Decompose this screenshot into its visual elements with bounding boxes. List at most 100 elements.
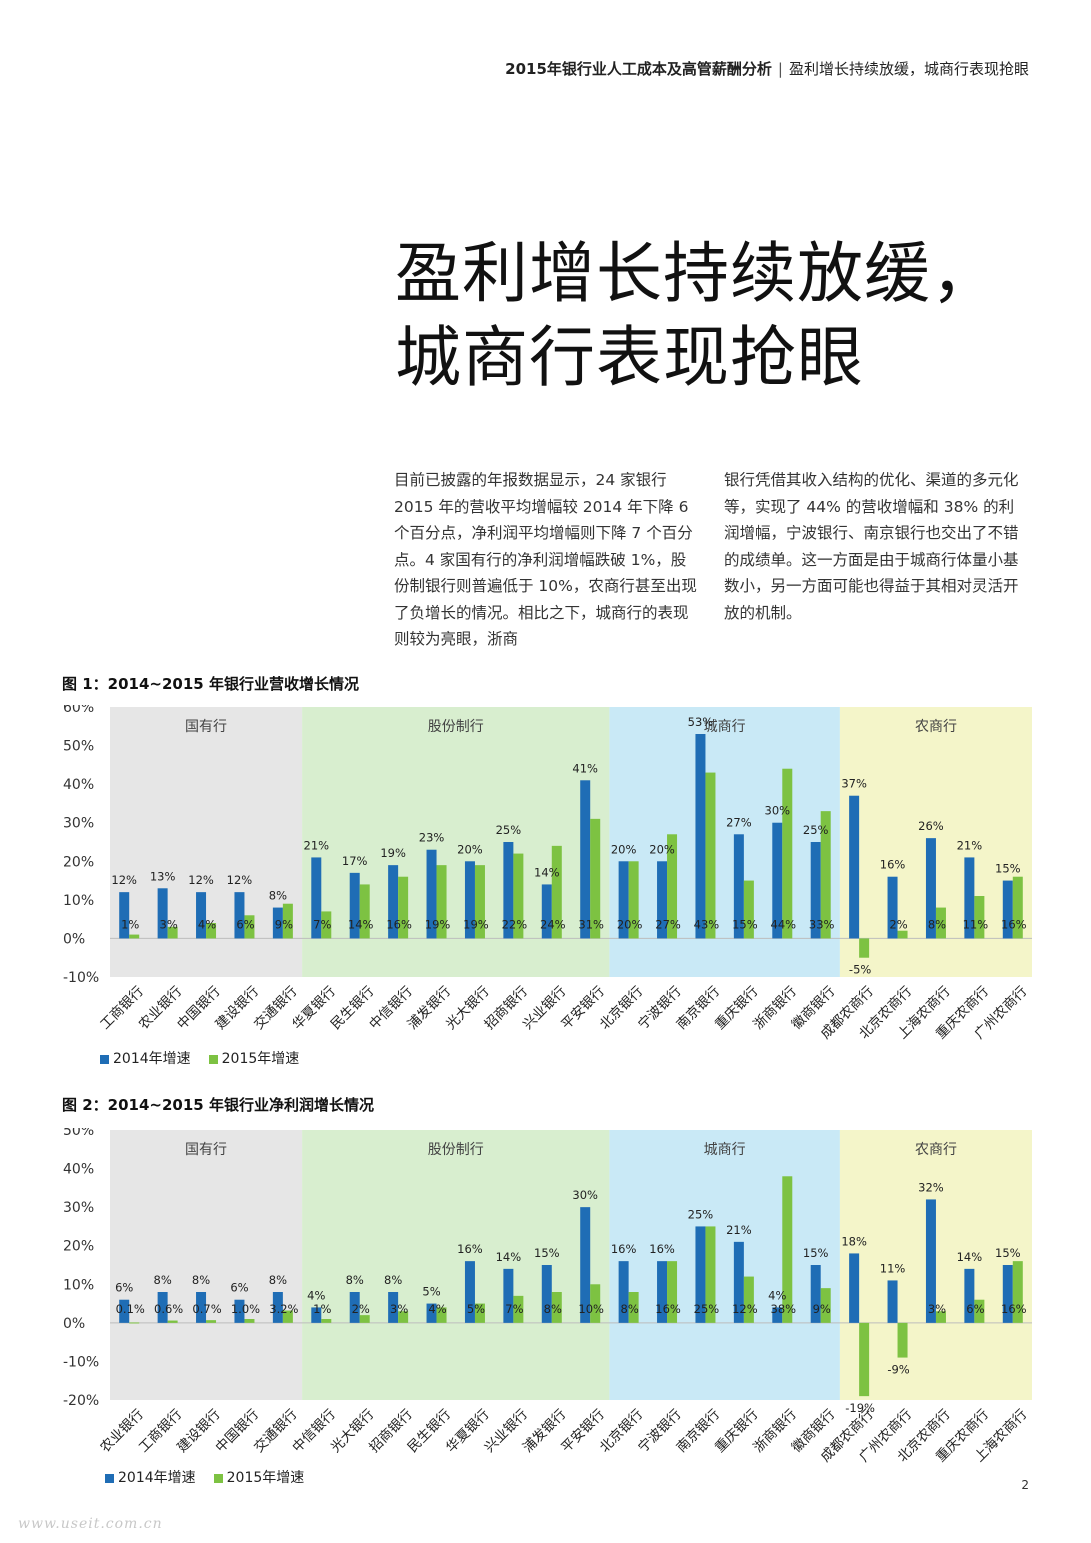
bar-2014 [695, 734, 706, 939]
bar-2014 [810, 842, 821, 939]
data-label-2015: 0.7% [192, 1302, 221, 1316]
bar-2015 [282, 903, 293, 939]
data-label-2014: 21% [726, 1223, 752, 1237]
data-label-2014: 8% [384, 1273, 402, 1287]
bar-2015 [705, 1226, 716, 1323]
title-line-2: 城商行表现抢眼 [395, 319, 864, 396]
data-label-2015: -9% [887, 1363, 909, 1377]
y-tick-label: 40% [63, 777, 94, 793]
section-title: 盈利增长持续放缓，城商行表现抢眼 [788, 60, 1029, 78]
bar-2014 [119, 892, 130, 939]
data-label-2015: 4% [198, 917, 216, 931]
data-label-2015: -5% [849, 963, 871, 977]
data-label-2014: 12% [227, 873, 253, 887]
data-label-2014: 16% [649, 1242, 675, 1256]
bar-2014 [964, 857, 975, 939]
bar-2014 [887, 1280, 898, 1323]
data-label-2014: 15% [534, 1246, 560, 1260]
data-label-2015: 5% [467, 1302, 485, 1316]
group-band [839, 1130, 1032, 1400]
bar-2014 [272, 1292, 283, 1323]
y-tick-label: 20% [63, 1239, 94, 1255]
legend-label-2015: 2015年增速 [221, 1051, 300, 1067]
bar-2014 [695, 1226, 706, 1323]
bar-2014 [580, 780, 591, 939]
bar-2015 [743, 1276, 754, 1323]
data-label-2014: 15% [803, 1246, 829, 1260]
data-label-2014: 25% [496, 823, 522, 837]
figure-2-title: 图 2：2014~2015 年银行业净利润增长情况 [62, 1096, 374, 1114]
legend-swatch-2015 [208, 1054, 218, 1064]
bar-2015 [1012, 876, 1023, 939]
bar-2014 [618, 861, 629, 939]
bar-2015 [321, 911, 332, 939]
bar-2014 [657, 1261, 668, 1323]
data-label-2015: 3% [928, 1302, 946, 1316]
bar-2014 [349, 872, 360, 939]
legend-swatch-2014 [105, 1473, 114, 1483]
data-label-2015: 16% [1001, 1302, 1027, 1316]
bar-2014 [311, 857, 322, 939]
y-tick-label: 0% [63, 931, 85, 947]
data-label-2014: 26% [918, 819, 944, 833]
bar-2015 [474, 865, 485, 939]
bar-2015 [436, 1307, 447, 1323]
bar-2015 [436, 865, 447, 939]
bar-2015 [782, 1176, 793, 1323]
data-label-2014: 30% [765, 804, 791, 818]
y-tick-label: 10% [63, 893, 94, 909]
data-label-2014: 14% [957, 1250, 983, 1264]
bar-2015 [897, 930, 908, 939]
bar-2015 [935, 1311, 946, 1323]
data-label-2014: 12% [111, 873, 137, 887]
bar-2014 [388, 1292, 399, 1323]
group-label: 城商行 [704, 1142, 746, 1158]
legend-item-2015: 2015年增速 [208, 1048, 300, 1068]
data-label-2015: 19% [425, 917, 451, 931]
bar-2015 [551, 1292, 562, 1323]
bar-2014 [311, 1307, 322, 1323]
group-label: 国有行 [185, 1142, 227, 1158]
bar-2015 [398, 1311, 409, 1323]
data-label-2014: 25% [688, 1207, 714, 1221]
bar-2015 [359, 884, 370, 939]
data-label-2015: 16% [655, 1302, 681, 1316]
bar-2014 [1002, 880, 1013, 939]
bar-2014 [849, 1253, 860, 1323]
group-band [609, 1130, 840, 1400]
data-label-2015: 6% [966, 1302, 984, 1316]
data-label-2014: 16% [611, 1242, 637, 1256]
bar-2014 [657, 861, 668, 939]
bar-2014 [349, 1292, 360, 1323]
data-label-2015: 8% [621, 1302, 639, 1316]
data-label-2015: 22% [502, 917, 528, 931]
bar-2015 [628, 861, 639, 939]
bar-2014 [964, 1268, 975, 1323]
data-label-2014: 4% [307, 1288, 325, 1302]
bar-2015 [628, 1292, 639, 1323]
data-label-2015: 14% [348, 917, 374, 931]
data-label-2015: 1.0% [231, 1302, 260, 1316]
bar-2014 [503, 1268, 514, 1323]
data-label-2015: 3% [160, 917, 178, 931]
bar-2015 [743, 880, 754, 939]
data-label-2014: 8% [269, 1273, 287, 1287]
group-label: 城商行 [704, 719, 746, 735]
data-label-2014: 20% [649, 842, 675, 856]
bar-2014 [388, 865, 399, 939]
bar-2014 [272, 907, 283, 939]
legend-item-2014: 2014年增速 [100, 1048, 191, 1068]
bar-2015 [513, 853, 524, 939]
bar-2014 [925, 838, 936, 939]
figure-1-title: 图 1：2014~2015 年银行业营收增长情况 [62, 675, 359, 693]
bar-2014 [1002, 1265, 1013, 1323]
bar-2014 [541, 1265, 552, 1323]
bar-2014 [234, 1299, 245, 1323]
data-label-2015: 16% [1001, 917, 1027, 931]
bar-2015 [590, 1284, 601, 1323]
bar-2015 [129, 934, 140, 939]
data-label-2014: 27% [726, 815, 752, 829]
y-tick-label: 40% [63, 1162, 94, 1178]
group-band [609, 707, 840, 977]
data-label-2015: 0.6% [154, 1302, 183, 1316]
